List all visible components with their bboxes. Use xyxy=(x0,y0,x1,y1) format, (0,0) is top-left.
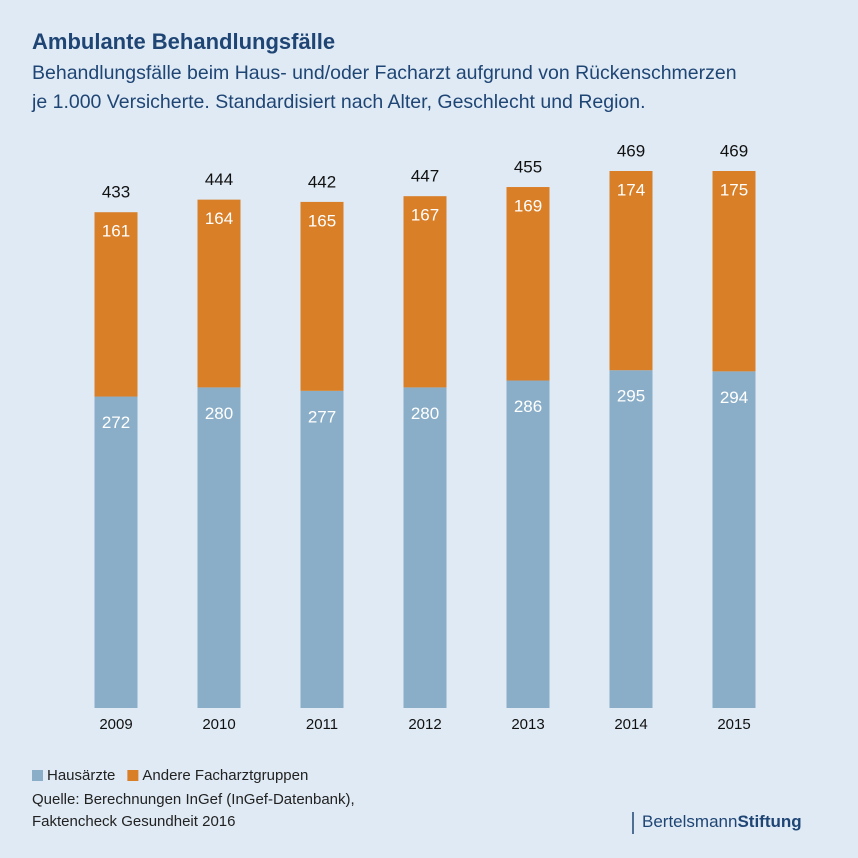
value-label: 272 xyxy=(102,413,130,432)
subtitle: Behandlungsfälle beim Haus- und/oder Fac… xyxy=(32,62,737,84)
source: Quelle: Berechnungen InGef (InGef-Datenb… xyxy=(32,791,355,808)
bar-segment xyxy=(609,171,653,371)
legend-swatch xyxy=(127,770,139,781)
value-label: 169 xyxy=(514,197,542,216)
bar-segment xyxy=(712,371,756,708)
value-label: 167 xyxy=(411,206,439,225)
value-label: 164 xyxy=(205,209,233,228)
bar-segment xyxy=(197,387,241,708)
bar-segment xyxy=(506,380,550,708)
x-tick-label: 2015 xyxy=(717,716,750,733)
source: Faktencheck Gesundheit 2016 xyxy=(32,813,235,830)
logo-part: Bertelsmann xyxy=(642,812,737,831)
bar-segment xyxy=(300,390,344,708)
total-label: 469 xyxy=(617,141,645,160)
bar-segment xyxy=(197,199,241,388)
value-label: 280 xyxy=(205,404,233,423)
value-label: 161 xyxy=(102,222,130,241)
chart-title: Ambulante Behandlungsfälle xyxy=(32,29,335,54)
value-label: 295 xyxy=(617,387,645,406)
x-tick-label: 2010 xyxy=(202,716,235,733)
bar-segment xyxy=(712,171,756,372)
total-label: 442 xyxy=(308,172,336,191)
value-label: 277 xyxy=(308,407,336,426)
bar-segment xyxy=(403,196,447,388)
x-tick-label: 2012 xyxy=(408,716,441,733)
total-label: 444 xyxy=(205,170,233,189)
x-tick-label: 2013 xyxy=(511,716,544,733)
value-label: 174 xyxy=(617,180,645,199)
bar-segment xyxy=(609,370,653,708)
subtitle: je 1.000 Versicherte. Standardisiert nac… xyxy=(31,91,646,113)
total-label: 433 xyxy=(102,183,130,202)
value-label: 280 xyxy=(411,404,439,423)
x-tick-label: 2014 xyxy=(614,716,647,733)
total-label: 469 xyxy=(720,141,748,160)
x-tick-label: 2011 xyxy=(306,716,338,733)
bar-segment xyxy=(94,396,138,708)
total-label: 455 xyxy=(514,158,542,177)
bar-segment xyxy=(94,212,138,397)
legend-label: Hausärzte xyxy=(47,767,115,784)
value-label: 286 xyxy=(514,397,542,416)
bar-segment xyxy=(506,187,550,381)
bar-segment xyxy=(403,387,447,708)
logo: BertelsmannStiftung xyxy=(642,812,802,831)
legend-label: Andere Facharztgruppen xyxy=(142,767,308,784)
legend-swatch xyxy=(32,770,43,781)
total-label: 447 xyxy=(411,167,439,186)
value-label: 294 xyxy=(720,388,748,407)
x-tick-label: 2009 xyxy=(99,716,132,733)
value-label: 175 xyxy=(720,180,748,199)
bar-segment xyxy=(300,201,344,391)
value-label: 165 xyxy=(308,211,336,230)
logo-part: Stiftung xyxy=(737,812,801,831)
